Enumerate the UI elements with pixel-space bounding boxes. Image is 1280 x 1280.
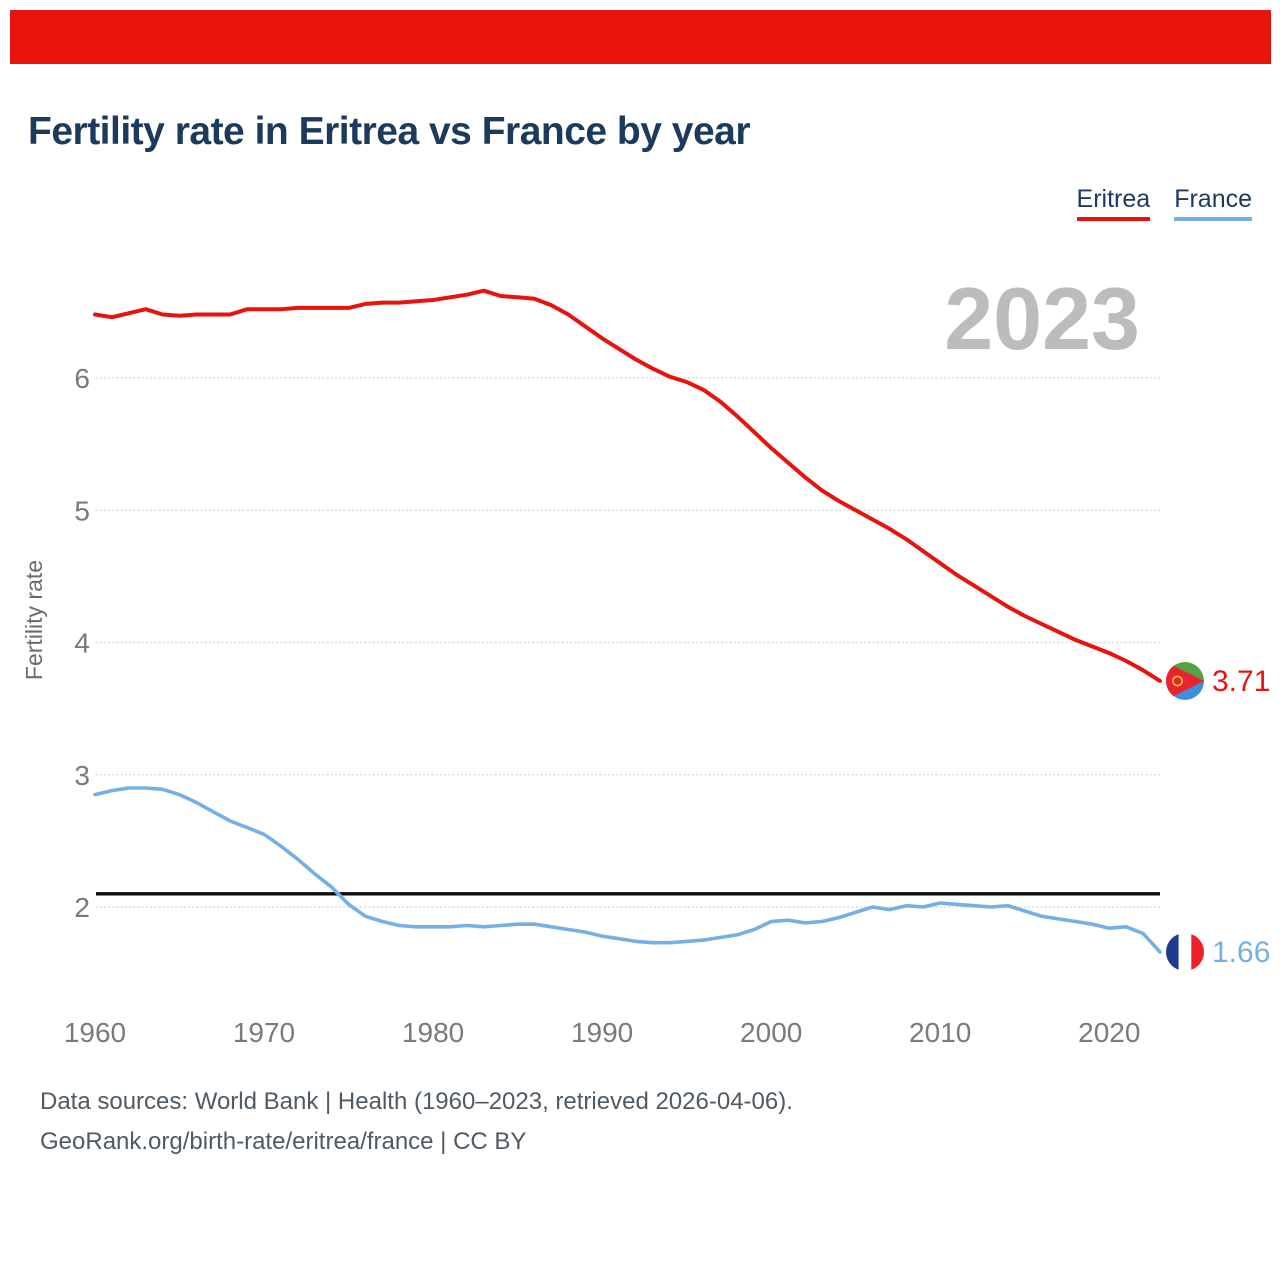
legend-underline-france [1174, 217, 1252, 222]
page-title: Fertility rate in Eritrea vs France by y… [28, 110, 751, 153]
legend: Eritrea France [1076, 185, 1252, 222]
france-end-value: 1.66 [1212, 936, 1270, 969]
top-red-banner [10, 10, 1271, 64]
y-tick-label: 2 [74, 892, 90, 923]
legend-underline-eritrea [1076, 217, 1151, 222]
x-tick-label: 1970 [233, 1017, 295, 1048]
y-axis-title: Fertility rate [21, 560, 47, 680]
legend-item-france[interactable]: France [1174, 185, 1252, 222]
legend-label-eritrea: Eritrea [1076, 185, 1151, 213]
x-tick-label: 2010 [909, 1017, 971, 1048]
france-line[interactable] [93, 786, 1162, 954]
y-tick-label: 3 [74, 760, 90, 791]
x-tick-label: 1960 [64, 1017, 126, 1048]
footer: Data sources: World Bank | Health (1960–… [40, 1082, 793, 1162]
year-watermark: 2023 [944, 269, 1140, 368]
france-flag-icon [1166, 933, 1204, 971]
eritrea-flag-icon [1166, 662, 1204, 700]
x-tick-label: 2020 [1078, 1017, 1140, 1048]
y-tick-label: 5 [74, 495, 90, 526]
footer-attribution-line: GeoRank.org/birth-rate/eritrea/france | … [40, 1128, 527, 1155]
gridlines-layer [95, 377, 1161, 908]
y-tick-label: 6 [74, 363, 90, 394]
y-axis-ticks: 2 3 4 5 6 [74, 363, 90, 923]
y-tick-label: 4 [74, 628, 90, 659]
x-tick-label: 1980 [402, 1017, 464, 1048]
x-tick-label: 1990 [571, 1017, 633, 1048]
eritrea-end-value: 3.71 [1212, 665, 1270, 698]
legend-label-france: France [1174, 185, 1252, 213]
footer-sources-line: Data sources: World Bank | Health (1960–… [40, 1088, 793, 1115]
x-axis-ticks: 1960 1970 1980 1990 2000 2010 2020 [64, 1017, 1141, 1048]
x-tick-label: 2000 [740, 1017, 802, 1048]
eritrea-line[interactable] [93, 288, 1162, 683]
legend-item-eritrea[interactable]: Eritrea [1076, 185, 1151, 222]
